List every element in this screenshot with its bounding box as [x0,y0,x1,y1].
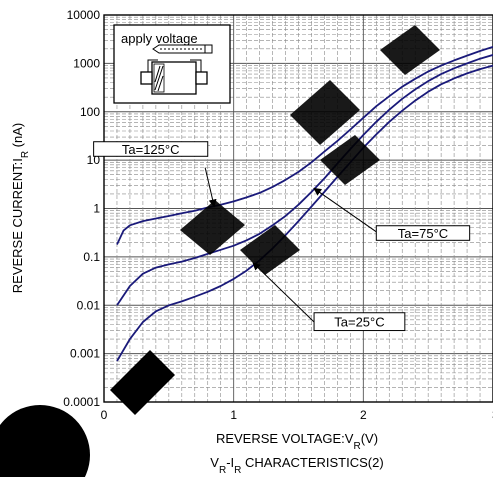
chart-caption: VR-IR CHARACTERISTICS(2) [210,455,383,476]
x-axis-label: REVERSE VOLTAGE:VR(V) [216,431,378,452]
y-tick-label: 10000 [67,8,101,22]
annotation-box [313,312,406,332]
y-tick-label: 1000 [73,56,100,70]
y-tick-label: 1 [93,202,100,216]
annotation-label: Ta=25°C [334,315,384,330]
series-line-0 [116,45,493,245]
annotation-box [93,141,209,157]
y-tick-label: 100 [80,105,100,119]
inset-label: apply voltage [121,31,198,46]
x-tick-label: 1 [230,408,237,422]
annotation-box [375,225,471,241]
annotation-arrow [204,167,217,208]
y-tick-label: 0.1 [83,250,100,264]
diode-icon [140,44,213,95]
axis-labels: REVERSE VOLTAGE:VR(V) VR-IR CHARACTERIST… [10,123,384,476]
x-tick-label: 0 [101,408,108,422]
annotations: Ta=125°C Ta=75°C Ta=25°C [93,141,471,332]
series-line-1 [116,54,493,306]
annotation-label: Ta=75°C [398,226,448,241]
watermark [0,25,440,482]
x-tick-label: 2 [360,408,367,422]
y-tick-label: 0.001 [70,347,100,361]
y-axis-label: REVERSE CURRENT:IR (nA) [10,123,31,293]
annotation-arrow [313,187,377,233]
y-tick-label: 0.01 [77,298,101,312]
grid [104,15,493,403]
annotation-label: Ta=125°C [122,142,180,157]
y-tick-label: 0.0001 [63,395,100,409]
plot-frame [103,14,493,403]
inset-diagram: apply voltage [113,24,231,104]
series-line-2 [116,64,493,362]
series-layer [116,45,493,362]
